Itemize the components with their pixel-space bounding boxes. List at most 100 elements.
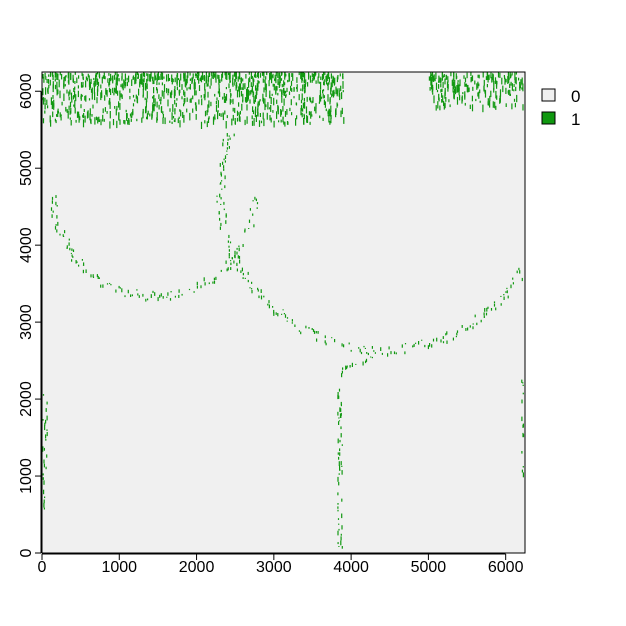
raster-cell [161,82,163,86]
raster-cell [508,78,510,81]
raster-cell [82,119,85,128]
raster-cell [256,207,258,209]
raster-cell [275,77,277,84]
raster-cell [69,101,72,108]
raster-cell [469,325,471,328]
raster-cell [429,87,431,91]
raster-cell [55,224,57,226]
raster-cell [495,307,497,311]
raster-cell [79,116,81,121]
raster-cell [511,103,513,110]
raster-cell [75,119,77,123]
raster-cell [281,83,283,88]
raster-cell [324,335,326,339]
raster-cell [267,303,269,306]
raster-cell [180,110,182,117]
raster-cell [274,74,276,82]
raster-cell [225,96,227,103]
raster-cell [435,82,438,90]
raster-cell [74,86,76,90]
raster-cell [479,100,481,103]
raster-cell [350,349,352,352]
raster-cell [50,97,52,105]
raster-cell [493,82,495,90]
raster-cell [137,76,139,79]
x-tick-label: 6000 [488,559,524,576]
raster-cell [85,269,87,273]
raster-cell [341,525,343,530]
raster-cell [125,81,127,87]
raster-cell [331,79,333,88]
raster-cell [163,91,165,99]
raster-cell [505,291,507,293]
raster-cell [296,115,298,120]
raster-cell [129,96,131,100]
raster-cell [461,325,463,328]
raster-cell [507,295,509,299]
raster-cell [316,338,318,342]
raster-cell [273,120,275,128]
raster-cell [246,94,248,103]
raster-cell [373,350,375,352]
raster-cell [80,104,82,109]
raster-cell [223,165,225,169]
raster-cell [514,102,516,108]
raster-cell [258,100,260,106]
raster-cell [77,85,79,89]
raster-cell [92,276,95,278]
raster-cell [452,337,454,341]
raster-cell [493,301,496,304]
y-tick-label: 1000 [18,458,35,494]
raster-cell [138,295,140,298]
raster-cell [348,342,350,345]
raster-cell [232,107,234,112]
raster-cell [226,115,228,119]
raster-cell [166,296,168,298]
raster-cell [190,97,192,103]
raster-cell [467,327,469,331]
raster-cell [184,98,186,103]
raster-cell [55,120,57,124]
raster-cell [183,77,185,82]
raster-cell [224,160,226,163]
raster-cell [263,295,265,298]
raster-cell [43,463,45,468]
raster-cell [471,75,474,82]
raster-cell [520,79,522,86]
raster-cell [156,73,158,82]
raster-cell [283,121,285,125]
raster-cell [218,88,220,95]
raster-cell [244,228,246,232]
raster-cell [280,78,283,81]
raster-cell [301,93,303,101]
raster-cell [228,256,230,259]
raster-cell [443,74,445,78]
raster-cell [395,352,397,355]
raster-cell [326,74,328,81]
raster-cell [303,115,305,120]
raster-cell [239,83,242,90]
raster-cell [342,367,344,370]
raster-cell [355,363,357,365]
raster-cell [116,105,118,111]
raster-cell [314,72,316,77]
raster-cell [503,294,505,296]
raster-cell [178,78,180,81]
raster-cell [172,104,174,112]
raster-cell [131,79,133,86]
raster-cell [360,351,363,355]
raster-cell [95,74,97,83]
raster-cell [276,111,278,119]
raster-cell [234,72,236,75]
raster-cell [101,92,103,98]
raster-cell [255,198,257,202]
raster-cell [333,79,335,86]
raster-cell [431,344,433,348]
raster-cell [110,284,112,286]
raster-cell [329,97,331,103]
raster-cell [269,115,271,121]
raster-cell [305,325,307,329]
raster-cell [510,74,512,78]
raster-cell [115,108,117,116]
raster-cell [462,92,464,95]
